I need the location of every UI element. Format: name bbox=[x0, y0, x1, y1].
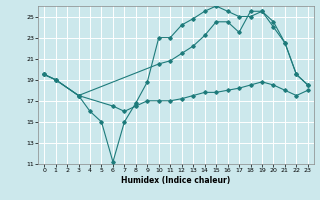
X-axis label: Humidex (Indice chaleur): Humidex (Indice chaleur) bbox=[121, 176, 231, 185]
